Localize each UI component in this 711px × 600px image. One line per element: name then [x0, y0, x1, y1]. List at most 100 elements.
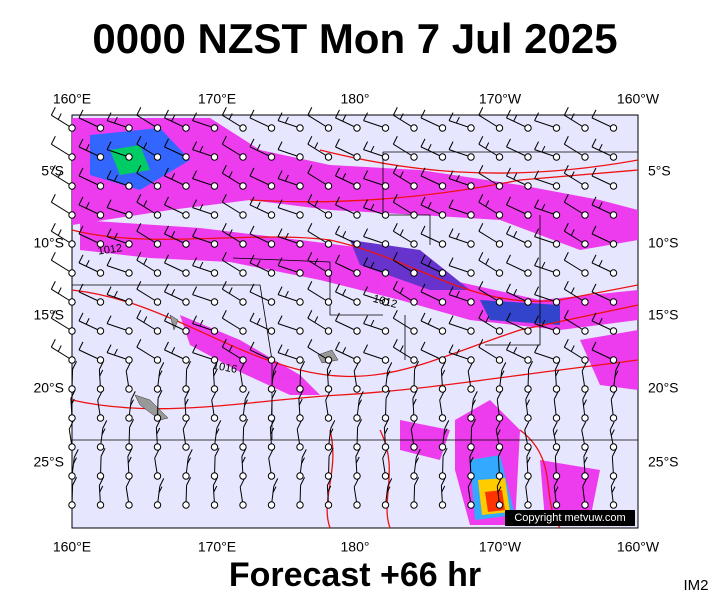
- barb-staff: [307, 201, 329, 216]
- barb-staff: [534, 149, 557, 158]
- station: [609, 153, 618, 161]
- barb-tick: [506, 225, 511, 235]
- barb-staff: [106, 236, 130, 245]
- station: [182, 211, 190, 219]
- barb-staff: [506, 349, 529, 361]
- barb-tick: [414, 477, 420, 486]
- barb-tick: [78, 196, 84, 206]
- barb-staff: [307, 143, 329, 158]
- station: [125, 153, 133, 161]
- barb-tick: [50, 136, 56, 145]
- barb-staff: [478, 288, 500, 303]
- station: [495, 182, 504, 190]
- barb-staff: [420, 175, 443, 187]
- station: [353, 240, 361, 248]
- barb-staff: [106, 352, 130, 361]
- station: [210, 240, 219, 248]
- station: [324, 298, 333, 306]
- barb-tick: [277, 112, 283, 121]
- barb-tick: [199, 261, 204, 269]
- barb-staff: [506, 204, 529, 216]
- barb-staff: [106, 294, 130, 303]
- station: [210, 501, 219, 509]
- barb-tick: [524, 421, 530, 431]
- station: [524, 385, 532, 393]
- barb-tick: [506, 254, 511, 264]
- barb-tick: [591, 196, 597, 206]
- barb-staff: [192, 236, 215, 245]
- barb-tick: [136, 165, 142, 174]
- barb-tick: [221, 310, 227, 319]
- barb-tick: [610, 391, 616, 400]
- barb-tick: [386, 370, 391, 377]
- station: [296, 385, 304, 393]
- barb-tick: [307, 107, 313, 116]
- barb-tick: [392, 310, 398, 319]
- barb-tick: [106, 315, 112, 324]
- barb-tick: [221, 252, 227, 261]
- station: [552, 153, 561, 161]
- barb-tick: [563, 310, 569, 319]
- barb-tick: [342, 115, 347, 122]
- barb-tick: [300, 477, 306, 486]
- station: [581, 414, 589, 422]
- barb-staff: [363, 120, 386, 129]
- station: [267, 443, 276, 451]
- barb-tick: [143, 258, 148, 265]
- lon-label: 170°E: [198, 91, 236, 107]
- barb-staff: [307, 259, 329, 274]
- barb-tick: [329, 428, 334, 435]
- barb-tick: [159, 362, 165, 371]
- barb-tick: [307, 165, 313, 174]
- barb-staff: [448, 120, 472, 129]
- barb-staff: [78, 320, 101, 332]
- barb-staff: [335, 262, 358, 274]
- station: [68, 269, 76, 277]
- barb-tick: [610, 429, 615, 436]
- barb-tick: [478, 165, 484, 174]
- station: [353, 298, 361, 306]
- barb-staff: [78, 175, 101, 187]
- barb-tick: [136, 136, 142, 145]
- station: [467, 385, 475, 393]
- barb-staff: [591, 320, 614, 332]
- barb-tick: [553, 429, 558, 436]
- barb-tick: [399, 171, 404, 178]
- station: [210, 182, 219, 190]
- station: [68, 501, 76, 509]
- lon-label: 170°W: [479, 91, 522, 107]
- barb-tick: [277, 286, 283, 295]
- station: [410, 182, 418, 190]
- barb-tick: [228, 287, 233, 294]
- station: [552, 327, 561, 335]
- barb-tick: [439, 391, 445, 401]
- barb-staff: [277, 323, 301, 332]
- barb-staff: [164, 262, 187, 274]
- barb-tick: [326, 361, 332, 370]
- barb-tick: [467, 362, 473, 372]
- barb-tick: [455, 116, 460, 124]
- barb-staff: [164, 204, 187, 216]
- station: [182, 182, 190, 190]
- barb-tick: [314, 316, 319, 323]
- station: [296, 327, 304, 335]
- barb-tick: [249, 283, 255, 293]
- barb-tick: [113, 348, 118, 356]
- barb-tick: [249, 254, 255, 264]
- station: [381, 385, 390, 393]
- barb-tick: [370, 145, 375, 153]
- barb-tick: [307, 339, 313, 348]
- barb-tick: [187, 457, 191, 464]
- barb-staff: [393, 346, 415, 361]
- barb-staff: [448, 265, 472, 274]
- barb-tick: [271, 390, 277, 399]
- station: [581, 356, 589, 364]
- barb-tick: [440, 477, 446, 486]
- station: [125, 240, 133, 248]
- barb-staff: [136, 230, 158, 245]
- barb-tick: [392, 223, 398, 232]
- barb-staff: [106, 207, 130, 216]
- barb-tick: [85, 144, 90, 151]
- station: [96, 414, 105, 422]
- barb-staff: [249, 291, 272, 303]
